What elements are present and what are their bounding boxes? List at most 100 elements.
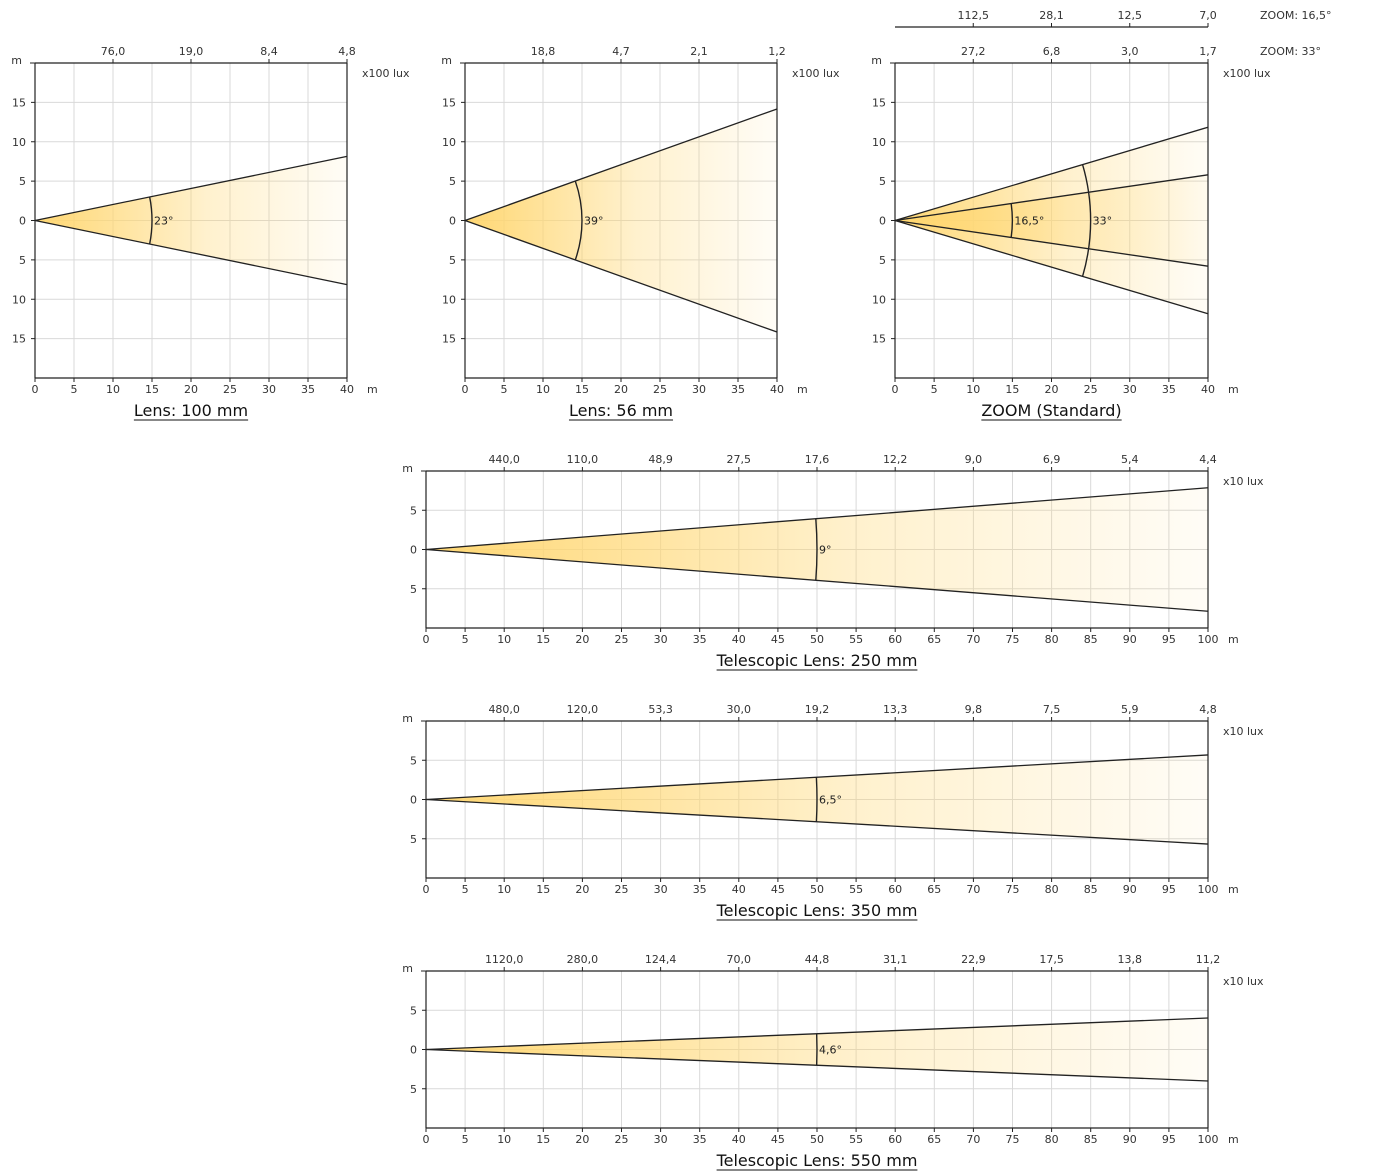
x-tick-label: 70 — [966, 633, 980, 646]
x-tick-label: 60 — [888, 633, 902, 646]
lux-value-label: 17,6 — [805, 453, 830, 466]
lux-value-label: 22,9 — [961, 953, 986, 966]
y-tick-label: 5 — [410, 583, 417, 596]
x-tick-label: 15 — [1005, 383, 1019, 396]
y-tick-label: 15 — [12, 96, 26, 109]
zoom-scale-label: ZOOM: 33° — [1260, 45, 1321, 58]
x-tick-label: 5 — [501, 383, 508, 396]
x-tick-label: 65 — [927, 883, 941, 896]
x-tick-label: 80 — [1045, 883, 1059, 896]
lux-value-label: 9,0 — [965, 453, 983, 466]
lux-value-label: 7,0 — [1199, 9, 1217, 22]
x-tick-label: 0 — [423, 633, 430, 646]
x-tick-label: 35 — [1162, 383, 1176, 396]
x-tick-label: 15 — [536, 883, 550, 896]
lux-value-label: 48,9 — [648, 453, 673, 466]
x-tick-label: 30 — [654, 883, 668, 896]
beam-edge-upper — [425, 754, 1209, 801]
lux-value-label: 1,2 — [768, 45, 786, 58]
beam-angle-arc — [574, 180, 583, 261]
x-tick-label: 20 — [614, 383, 628, 396]
y-tick-label: 15 — [872, 333, 886, 346]
x-tick-label: 75 — [1006, 1133, 1020, 1146]
lux-value-label: 5,9 — [1121, 703, 1139, 716]
x-tick-label: 35 — [693, 1133, 707, 1146]
lux-value-label: 4,4 — [1199, 453, 1217, 466]
lux-value-label: 28,1 — [1039, 9, 1064, 22]
x-tick-label: 0 — [423, 883, 430, 896]
lux-value-label: 3,0 — [1121, 45, 1139, 58]
beam-cone — [895, 174, 1208, 267]
x-tick-label: 35 — [731, 383, 745, 396]
lux-unit-label: x10 lux — [1223, 725, 1264, 738]
beam-edge-upper — [425, 1017, 1209, 1051]
chart-caption: Telescopic Lens: 550 mm — [716, 1151, 918, 1170]
beam-edge-upper — [894, 174, 1209, 222]
x-tick-label: 60 — [888, 883, 902, 896]
lux-value-label: 124,4 — [645, 953, 677, 966]
y-tick-label: 15 — [442, 96, 456, 109]
x-tick-label: 95 — [1162, 883, 1176, 896]
y-tick-label: 15 — [872, 96, 886, 109]
lux-value-label: 6,8 — [1043, 45, 1061, 58]
x-tick-label: 0 — [32, 383, 39, 396]
x-tick-label: 5 — [462, 883, 469, 896]
lux-value-label: 440,0 — [488, 453, 520, 466]
y-unit-label: m — [402, 962, 413, 975]
lux-value-label: 480,0 — [488, 703, 520, 716]
x-tick-label: 10 — [497, 1133, 511, 1146]
x-tick-label: 30 — [692, 383, 706, 396]
lux-value-label: 31,1 — [883, 953, 908, 966]
x-tick-label: 80 — [1045, 1133, 1059, 1146]
x-tick-label: 85 — [1084, 633, 1098, 646]
lux-value-label: 12,5 — [1118, 9, 1143, 22]
x-unit-label: m — [1228, 633, 1239, 646]
x-tick-label: 30 — [262, 383, 276, 396]
beam-angle-label: 33° — [1093, 215, 1113, 228]
x-tick-label: 25 — [653, 383, 667, 396]
lux-value-label: 1,7 — [1199, 45, 1217, 58]
x-tick-label: 0 — [462, 383, 469, 396]
beam-angle-label: 6,5° — [819, 794, 842, 807]
x-tick-label: 10 — [497, 633, 511, 646]
beam-cone — [465, 108, 777, 333]
chart-caption: Telescopic Lens: 350 mm — [716, 901, 918, 920]
x-unit-label: m — [367, 383, 378, 396]
x-tick-label: 30 — [1123, 383, 1137, 396]
x-tick-label: 90 — [1123, 1133, 1137, 1146]
lux-value-label: 30,0 — [727, 703, 752, 716]
beam-edge-lower — [425, 1048, 1209, 1082]
x-tick-label: 40 — [770, 383, 784, 396]
lux-value-label: 12,2 — [883, 453, 908, 466]
lux-value-label: 6,9 — [1043, 453, 1061, 466]
lux-value-label: 4,8 — [338, 45, 356, 58]
lux-value-label: 7,5 — [1043, 703, 1061, 716]
beam-edge-lower — [34, 219, 348, 286]
x-tick-label: 30 — [654, 633, 668, 646]
chart-panel: 23° m 15 10 5 0 5 10 15 0 5 10 15 20 25 30 35 40 m 76,0 19,0… — [11, 45, 410, 421]
y-tick-label: 15 — [442, 333, 456, 346]
y-unit-label: m — [441, 54, 452, 67]
beam-angle-arc — [815, 777, 818, 822]
y-tick-label: 5 — [449, 254, 456, 267]
beam-angle-label: 23° — [154, 215, 174, 228]
y-tick-label: 10 — [442, 136, 456, 149]
lux-value-label: 9,8 — [965, 703, 983, 716]
y-unit-label: m — [11, 54, 22, 67]
lux-value-label: 27,2 — [961, 45, 986, 58]
lux-value-label: 17,5 — [1039, 953, 1064, 966]
y-unit-label: m — [402, 462, 413, 475]
x-tick-label: 10 — [106, 383, 120, 396]
x-tick-label: 25 — [223, 383, 237, 396]
beam-angle-label: 4,6° — [819, 1044, 842, 1057]
x-tick-label: 25 — [615, 633, 629, 646]
x-tick-label: 100 — [1198, 633, 1219, 646]
lux-value-label: 2,1 — [690, 45, 708, 58]
x-tick-label: 30 — [654, 1133, 668, 1146]
beam-edge-upper — [464, 108, 778, 222]
lux-value-label: 70,0 — [727, 953, 752, 966]
x-tick-label: 10 — [536, 383, 550, 396]
x-tick-label: 40 — [1201, 383, 1215, 396]
beam-angle-arc — [1081, 164, 1092, 277]
